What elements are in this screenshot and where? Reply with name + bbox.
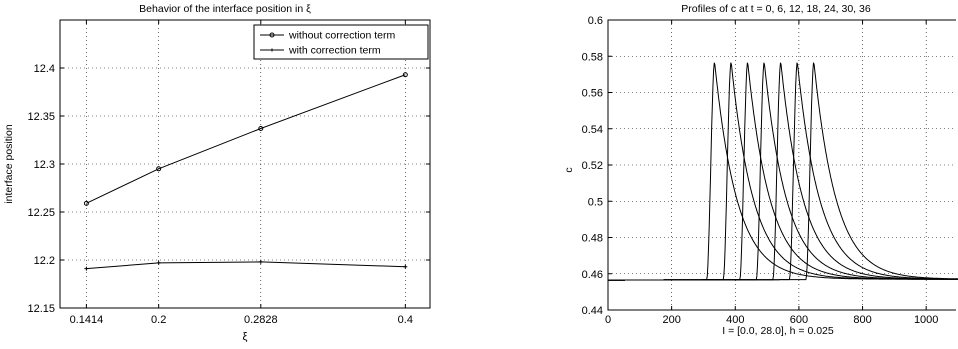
series-line-without-correction — [86, 74, 406, 204]
series-layer — [608, 62, 958, 281]
data-point — [156, 166, 162, 172]
y-tick-label: 12.2 — [34, 255, 55, 267]
profile-curve-6 — [608, 62, 958, 281]
y-axis-label: interface position — [3, 124, 15, 204]
x-tick-label: 200 — [662, 314, 680, 326]
data-point — [156, 260, 161, 265]
plot-frame — [607, 19, 956, 311]
y-tick-label: 12.3 — [34, 159, 55, 171]
profile-curve-4 — [608, 62, 958, 281]
y-tick-label: 0.6 — [588, 15, 603, 27]
profile-curve-3 — [608, 62, 958, 281]
series-layer — [83, 72, 408, 271]
grid — [60, 20, 430, 309]
y-tick-label: 0.58 — [582, 51, 603, 63]
x-tick-label: 0.2 — [151, 314, 166, 326]
x-tick-label: 0.4 — [398, 314, 413, 326]
chart-title: Behavior of the interface position in ξ — [139, 3, 311, 15]
data-point — [402, 72, 408, 78]
axis-ticks: 0.1414 0.2 0.2828 0.4 12.15 12.2 12.25 12.3 12.3… — [27, 20, 430, 326]
chart-interface-position: Behavior of the interface position in ξ … — [3, 3, 431, 343]
y-tick-label: 0.46 — [582, 269, 603, 281]
data-point — [258, 259, 263, 264]
y-tick-label: 12.25 — [27, 207, 55, 219]
y-tick-label: 12.35 — [27, 111, 55, 123]
data-point — [258, 125, 264, 131]
y-tick-label: 0.56 — [582, 88, 603, 100]
series-line-with-correction — [86, 261, 406, 270]
x-tick-label: 400 — [726, 314, 744, 326]
x-axis-label: ξ — [243, 331, 248, 343]
profile-curve-2 — [608, 62, 958, 281]
y-tick-label: 0.5 — [588, 196, 603, 208]
y-tick-label: 0.54 — [582, 124, 603, 136]
profile-curve-1 — [608, 62, 958, 281]
grid — [608, 20, 956, 310]
legend-box — [253, 24, 429, 60]
x-tick-label: 0 — [605, 314, 611, 326]
data-point — [403, 264, 408, 269]
y-axis-label: c — [563, 167, 575, 172]
x-tick-label: 0.2828 — [244, 314, 278, 326]
x-tick-label: 1000 — [914, 314, 938, 326]
profile-curve-5 — [608, 62, 958, 281]
y-tick-label: 0.44 — [582, 305, 603, 317]
legend-marker-without — [269, 32, 275, 38]
data-point — [83, 200, 89, 206]
legend-marker-with — [270, 48, 274, 52]
chart-title: Profiles of c at t = 0, 6, 12, 18, 24, 3… — [681, 3, 871, 15]
plot-frame — [59, 19, 431, 309]
y-tick-label: 12.4 — [34, 63, 55, 75]
legend-label-with: with correction term — [288, 45, 381, 57]
y-tick-label: 12.15 — [27, 303, 55, 315]
legend: without correction term with correction … — [253, 24, 429, 60]
y-tick-label: 0.48 — [582, 233, 603, 245]
x-tick-label: 0.1414 — [70, 314, 104, 326]
legend-label-without: without correction term — [288, 30, 395, 42]
x-axis-label: I = [0.0, 28.0], h = 0.025 — [722, 325, 834, 337]
x-tick-label: 800 — [853, 314, 871, 326]
x-tick-label: 600 — [790, 314, 808, 326]
data-point — [84, 266, 89, 271]
y-tick-label: 0.52 — [582, 160, 603, 172]
chart-profiles-of-c: Profiles of c at t = 0, 6, 12, 18, 24, 3… — [563, 3, 958, 337]
axis-ticks: 0 200 400 600 800 1000 0.44 0.46 0.48 0.5 0.52 0.54… — [582, 15, 939, 326]
profile-curve-0 — [608, 62, 958, 281]
